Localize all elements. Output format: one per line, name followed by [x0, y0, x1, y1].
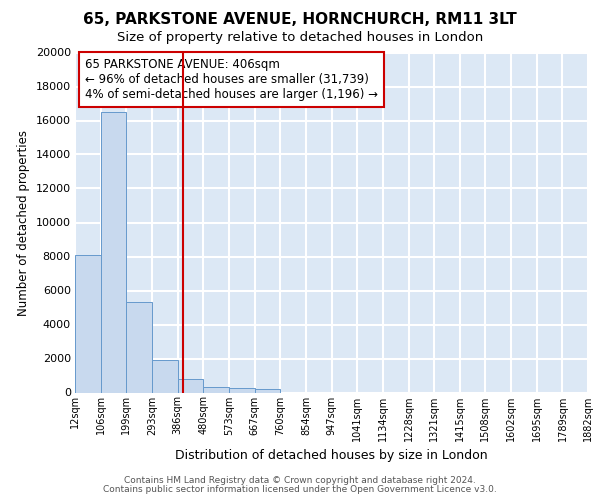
Bar: [229, 388, 254, 392]
Bar: [127, 302, 152, 392]
Text: Size of property relative to detached houses in London: Size of property relative to detached ho…: [117, 31, 483, 44]
Y-axis label: Number of detached properties: Number of detached properties: [17, 130, 30, 316]
Text: 65 PARKSTONE AVENUE: 406sqm
← 96% of detached houses are smaller (31,739)
4% of : 65 PARKSTONE AVENUE: 406sqm ← 96% of det…: [85, 58, 378, 100]
X-axis label: Distribution of detached houses by size in London: Distribution of detached houses by size …: [175, 449, 488, 462]
Bar: [178, 379, 203, 392]
Text: 65, PARKSTONE AVENUE, HORNCHURCH, RM11 3LT: 65, PARKSTONE AVENUE, HORNCHURCH, RM11 3…: [83, 12, 517, 28]
Text: Contains public sector information licensed under the Open Government Licence v3: Contains public sector information licen…: [103, 485, 497, 494]
Bar: [203, 386, 229, 392]
Bar: [152, 360, 178, 392]
Bar: [254, 389, 280, 392]
Bar: [101, 112, 127, 392]
Text: Contains HM Land Registry data © Crown copyright and database right 2024.: Contains HM Land Registry data © Crown c…: [124, 476, 476, 485]
Bar: [75, 255, 101, 392]
